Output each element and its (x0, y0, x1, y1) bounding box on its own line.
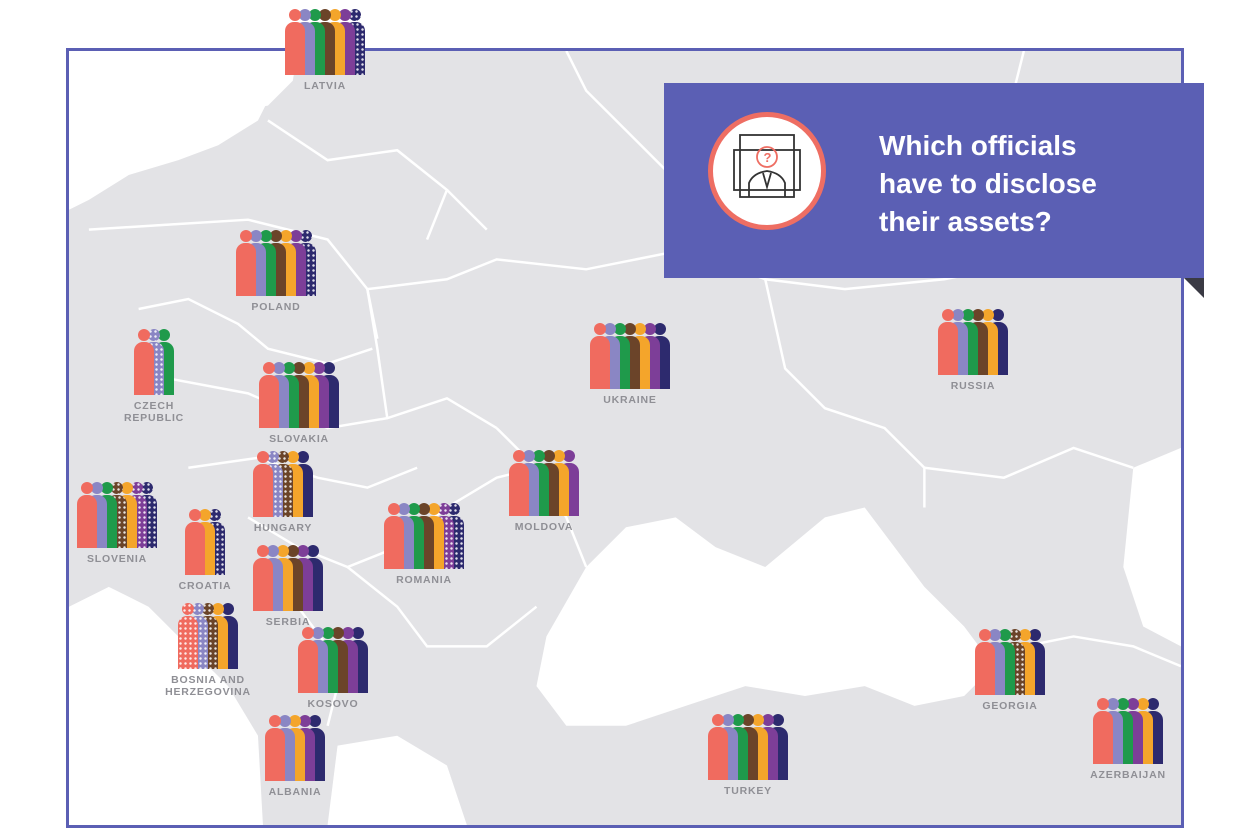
country-label: GEORGIA (982, 700, 1038, 712)
official-person-icon (236, 230, 256, 296)
official-portrait-svg: ? (733, 134, 801, 198)
official-person-icon (938, 309, 958, 375)
country-marker-czech-republic: CZECH REPUBLIC (124, 329, 183, 424)
baltic-sea (69, 51, 283, 210)
page-title: Which officials have to disclose their a… (879, 130, 1097, 237)
official-figures (134, 329, 174, 395)
country-label: LATVIA (304, 80, 346, 92)
official-figures (185, 509, 225, 575)
official-figures (259, 362, 339, 428)
country-marker-moldova: MOLDOVA (509, 450, 579, 533)
official-person-icon (1093, 698, 1113, 764)
official-figures (708, 714, 788, 780)
country-label: HUNGARY (253, 522, 313, 534)
country-marker-ukraine: UKRAINE (590, 323, 670, 406)
country-label: SLOVAKIA (269, 433, 329, 445)
country-marker-kosovo: KOSOVO (298, 627, 368, 710)
country-marker-croatia: CROATIA (179, 509, 231, 592)
country-label: CROATIA (178, 580, 232, 592)
official-person-icon (253, 451, 273, 517)
country-label: CZECH REPUBLIC (123, 400, 185, 424)
aegean-sea (327, 735, 467, 825)
country-marker-latvia: LATVIA (285, 9, 365, 92)
official-person-icon (708, 714, 728, 780)
official-person-icon (265, 715, 285, 781)
svg-text:?: ? (764, 150, 772, 165)
country-marker-azerbaijan: AZERBAIJAN (1090, 698, 1166, 781)
country-label: BOSNIA AND HERZEGOVINA (165, 674, 251, 698)
caspian-sea (1123, 447, 1181, 647)
country-label: POLAND (251, 301, 301, 313)
official-figures (178, 603, 238, 669)
black-sea (536, 507, 995, 726)
banner-shadow (1184, 278, 1204, 298)
official-person-icon (285, 9, 305, 75)
country-label: AZERBAIJAN (1090, 769, 1166, 781)
country-label: SLOVENIA (86, 553, 148, 565)
country-marker-georgia: GEORGIA (975, 629, 1045, 712)
official-person-icon (134, 329, 154, 395)
country-marker-bosnia: BOSNIA AND HERZEGOVINA (165, 603, 250, 698)
official-figures (236, 230, 316, 296)
official-portrait-question-icon: ? (708, 112, 826, 230)
official-figures (384, 503, 464, 569)
official-person-icon (298, 627, 318, 693)
official-figures (285, 9, 365, 75)
official-figures (298, 627, 368, 693)
country-marker-russia: RUSSIA (938, 309, 1008, 392)
baltic-sea-gulf (218, 51, 298, 111)
official-figures (1093, 698, 1163, 764)
official-figures (509, 450, 579, 516)
official-person-icon (384, 503, 404, 569)
official-person-icon (975, 629, 995, 695)
title-banner: ? Which officials have to disclose their… (664, 83, 1204, 278)
official-figures (938, 309, 1008, 375)
country-marker-turkey: TURKEY (708, 714, 788, 797)
official-figures (265, 715, 325, 781)
official-person-icon (590, 323, 610, 389)
country-marker-poland: POLAND (236, 230, 316, 313)
country-marker-slovakia: SLOVAKIA (259, 362, 339, 445)
official-figures (590, 323, 670, 389)
official-person-icon (185, 509, 205, 575)
country-label: TURKEY (724, 785, 772, 797)
adriatic-sea (69, 586, 263, 825)
country-marker-slovenia: SLOVENIA (77, 482, 157, 565)
official-person-icon (77, 482, 97, 548)
country-marker-albania: ALBANIA (265, 715, 325, 798)
official-figures (253, 451, 313, 517)
official-figures (975, 629, 1045, 695)
map-background (69, 51, 1181, 825)
official-figures (253, 545, 323, 611)
country-label: SERBIA (265, 616, 311, 628)
official-person-icon (509, 450, 529, 516)
official-person-icon (178, 603, 198, 669)
country-label: MOLDOVA (514, 521, 574, 533)
official-person-icon (259, 362, 279, 428)
country-label: RUSSIA (950, 380, 996, 392)
country-marker-romania: ROMANIA (384, 503, 464, 586)
country-label: ROMANIA (396, 574, 452, 586)
official-figures (77, 482, 157, 548)
country-label: ALBANIA (268, 786, 322, 798)
country-marker-hungary: HUNGARY (253, 451, 313, 534)
country-marker-serbia: SERBIA (253, 545, 323, 628)
country-label: KOSOVO (307, 698, 359, 710)
official-person-icon (253, 545, 273, 611)
country-label: UKRAINE (603, 394, 657, 406)
